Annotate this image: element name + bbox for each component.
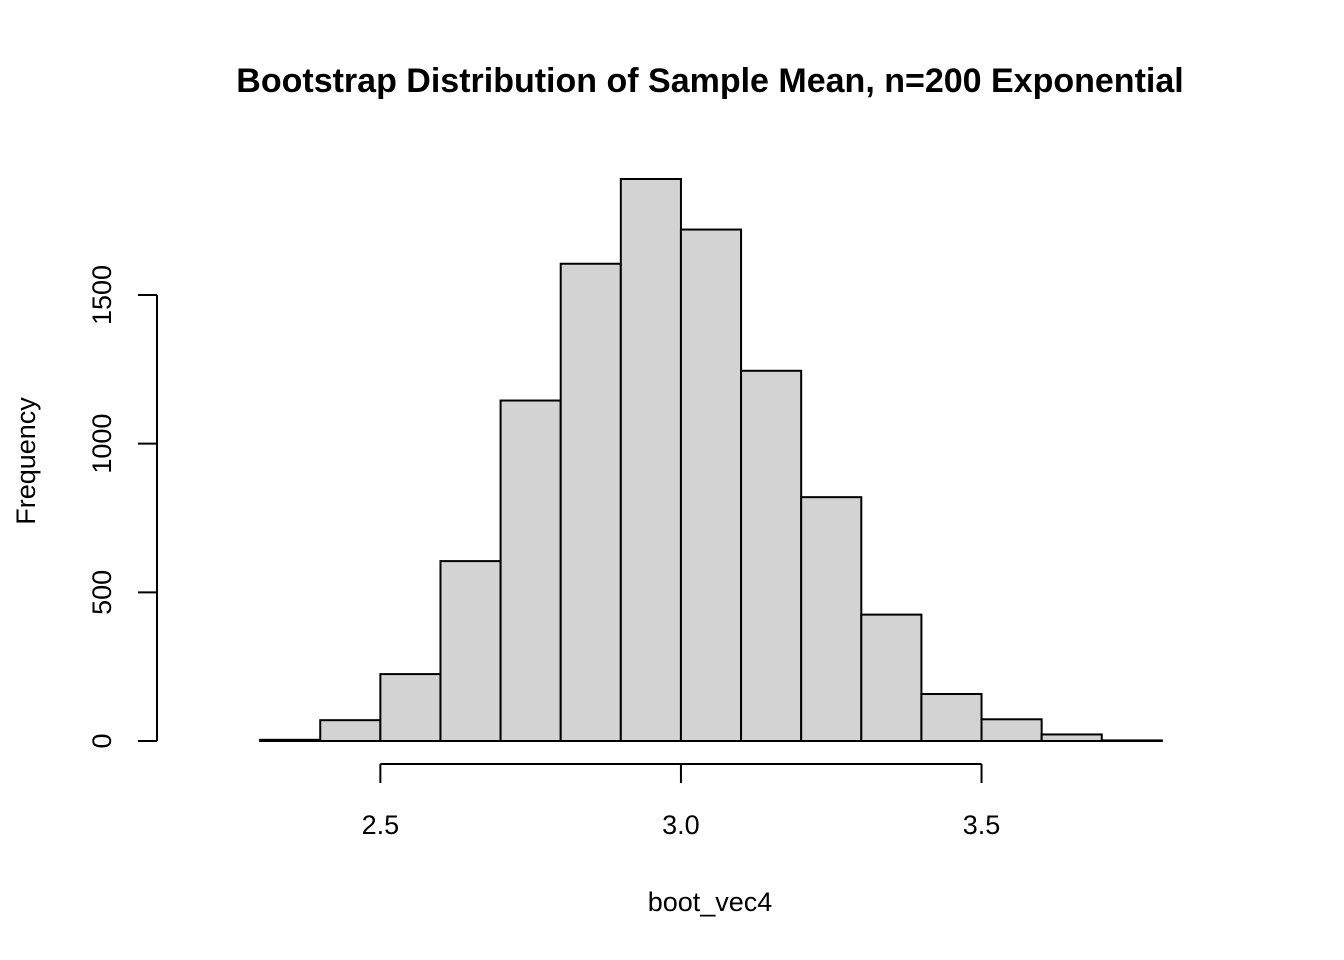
histogram-bar-5	[499, 399, 562, 742]
x-axis: 2.5 3.0 3.5	[362, 763, 1001, 840]
histogram-bar-4	[439, 560, 502, 742]
histogram-bar-2	[319, 719, 382, 742]
x-tick-label: 3.5	[963, 810, 1001, 840]
histogram-bar-12	[920, 693, 983, 743]
histogram-bar-13	[980, 718, 1043, 743]
histogram-bar-11	[860, 613, 923, 742]
x-tick-label: 3.0	[662, 810, 700, 840]
histogram-bar-15	[1100, 739, 1163, 742]
y-tick-label: 1500	[87, 265, 117, 325]
histogram-bar-7	[619, 178, 682, 742]
histogram-bar-14	[1040, 733, 1103, 742]
histogram-bar-1	[259, 738, 322, 743]
y-tick-label: 500	[87, 570, 117, 615]
histogram-bar-9	[740, 369, 803, 742]
histogram-bar-3	[379, 673, 442, 742]
y-tick-label: 1000	[87, 414, 117, 474]
x-tick-label: 2.5	[362, 810, 400, 840]
histogram-bar-6	[559, 262, 622, 742]
y-axis: 0 500 1000 1500	[87, 265, 158, 749]
x-axis-label: boot_vec4	[648, 887, 773, 917]
histogram-bars	[259, 178, 1163, 743]
chart-title: Bootstrap Distribution of Sample Mean, n…	[236, 62, 1183, 100]
y-axis-label: Frequency	[11, 397, 41, 525]
histogram-bar-8	[679, 228, 743, 742]
histogram-bar-10	[800, 496, 863, 742]
y-tick-label: 0	[87, 733, 117, 748]
